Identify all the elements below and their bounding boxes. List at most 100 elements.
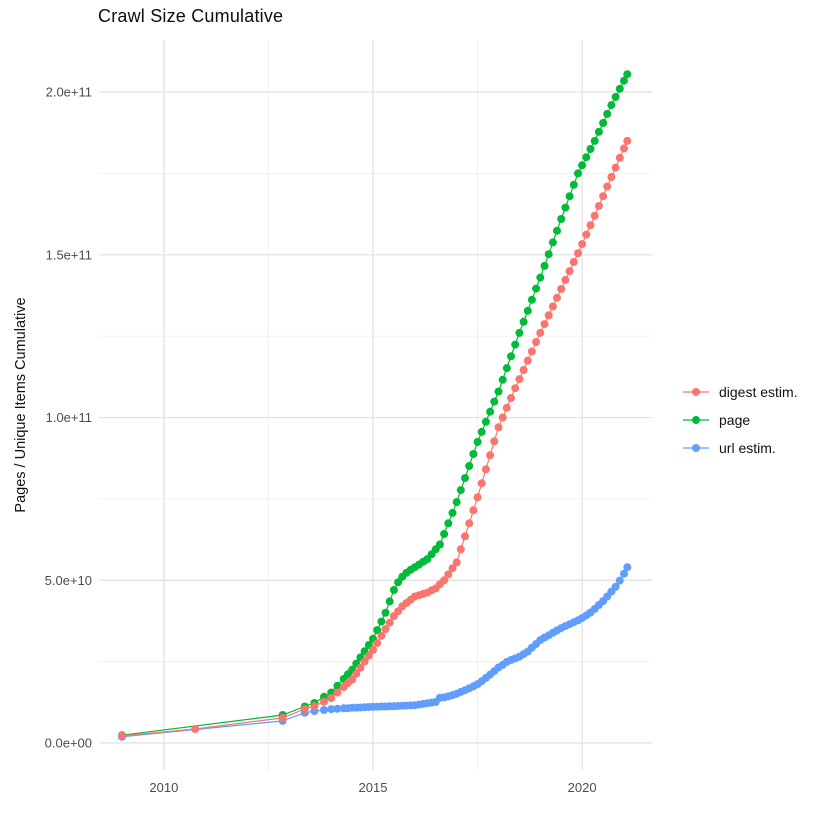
data-point <box>623 70 632 79</box>
data-point <box>456 545 465 554</box>
y-tick-label: 1.5e+11 <box>46 247 92 262</box>
data-point <box>599 119 608 127</box>
data-point <box>615 84 624 93</box>
data-point <box>348 675 357 684</box>
data-point <box>377 631 386 640</box>
data-point <box>356 663 365 672</box>
data-point <box>620 144 628 153</box>
data-point <box>502 403 511 412</box>
data-point <box>523 356 532 365</box>
legend-item-url-estim-: url estim. <box>683 434 798 462</box>
x-tick-label: 2015 <box>359 780 388 795</box>
data-point <box>320 706 328 714</box>
y-axis-title: Pages / Unique Items Cumulative <box>13 297 29 513</box>
data-point <box>461 474 469 483</box>
data-point <box>511 340 520 349</box>
data-point <box>532 338 541 346</box>
data-point <box>515 375 524 384</box>
data-point <box>448 564 457 573</box>
data-point <box>481 417 490 426</box>
data-point <box>586 221 595 230</box>
x-tick-label: 2010 <box>149 780 178 795</box>
data-point <box>527 347 536 356</box>
data-point <box>565 192 574 201</box>
data-point <box>594 202 603 210</box>
data-point <box>615 153 624 162</box>
data-point <box>364 651 373 660</box>
data-point <box>548 238 557 247</box>
data-point <box>569 258 578 266</box>
data-point <box>465 519 474 528</box>
data-point <box>498 413 507 422</box>
data-point <box>603 109 612 118</box>
data-point <box>320 697 328 706</box>
legend-item-label: page <box>719 412 751 428</box>
data-point <box>440 530 449 538</box>
data-point <box>611 163 620 172</box>
y-tick-label: 0.0e+00 <box>45 736 92 751</box>
data-point <box>527 295 536 304</box>
data-point <box>561 275 570 284</box>
data-point <box>620 76 628 85</box>
data-point <box>536 273 545 282</box>
data-point <box>498 375 507 384</box>
legend-item-label: url estim. <box>719 440 776 456</box>
data-point <box>603 182 612 191</box>
data-point <box>490 397 499 406</box>
data-point <box>544 250 553 259</box>
data-point <box>561 203 570 212</box>
data-point <box>494 423 503 432</box>
data-point <box>481 465 490 474</box>
data-point <box>523 306 532 315</box>
data-point <box>582 230 591 239</box>
data-point <box>574 169 582 178</box>
data-point <box>444 519 453 528</box>
data-point <box>461 532 469 541</box>
data-point <box>553 293 561 302</box>
data-point <box>473 437 482 446</box>
data-point <box>578 240 587 249</box>
data-point <box>444 570 453 579</box>
data-point <box>360 657 369 666</box>
data-point <box>452 498 461 507</box>
data-point <box>352 669 361 678</box>
data-point <box>490 437 499 446</box>
data-point <box>327 705 336 714</box>
y-tick-label: 2.0e+11 <box>46 85 92 100</box>
legend-item-label: digest estim. <box>719 384 798 400</box>
data-point <box>389 586 398 594</box>
data-point <box>599 192 608 201</box>
data-point <box>582 153 591 162</box>
data-point <box>536 328 545 337</box>
data-point <box>590 136 599 145</box>
data-point <box>469 450 478 458</box>
y-tick-label: 1.0e+11 <box>46 410 92 425</box>
data-point <box>565 267 574 276</box>
legend-key-icon <box>683 444 709 452</box>
data-point <box>586 145 595 153</box>
data-point <box>440 576 449 585</box>
data-point <box>486 451 495 460</box>
data-point <box>278 713 287 722</box>
data-point <box>327 694 336 703</box>
data-point <box>327 688 336 697</box>
data-point <box>540 261 549 270</box>
data-point <box>486 407 495 416</box>
data-point <box>574 249 582 258</box>
data-point <box>473 493 482 502</box>
data-point <box>494 387 503 396</box>
x-tick-label: 2020 <box>568 780 597 795</box>
data-point <box>507 394 515 402</box>
data-point <box>369 645 377 654</box>
data-point <box>519 366 528 374</box>
data-point <box>333 688 342 697</box>
data-point <box>540 320 549 329</box>
data-point <box>557 215 566 223</box>
data-point <box>611 93 620 101</box>
data-point <box>594 127 603 136</box>
page-title: Crawl Size Cumulative <box>98 6 284 26</box>
data-point <box>477 427 486 436</box>
data-point <box>373 639 382 648</box>
